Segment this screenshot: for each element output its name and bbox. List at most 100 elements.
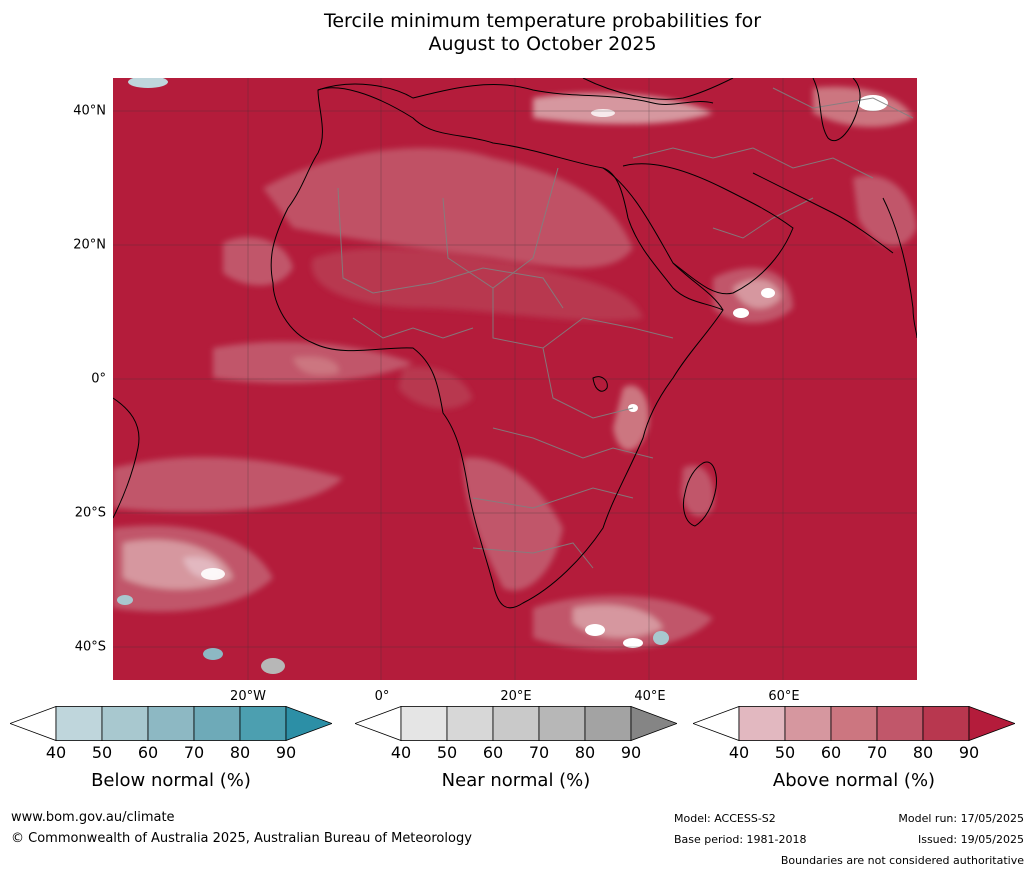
colorbar-swatch — [922, 706, 970, 741]
white-patch-indian-ocean-b — [623, 638, 643, 648]
colorbar-graphic — [355, 706, 677, 742]
website-text: www.bom.gov.au/climate — [11, 810, 175, 825]
colorbar-under-triangle — [10, 706, 57, 742]
lon-label: 20°W — [230, 689, 266, 704]
colorbar-label: Below normal (%) — [91, 770, 251, 791]
colorbar-tick-label: 40 — [728, 743, 750, 762]
issued-text: Issued: 19/05/2025 — [917, 833, 1024, 846]
white-patch-somalia — [733, 308, 749, 318]
colorbar-under-triangle — [693, 706, 740, 742]
colorbar-tick-label: 80 — [574, 743, 596, 762]
colorbar-tick-label: 90 — [275, 743, 297, 762]
title-line-1: Tercile minimum temperature probabilitie… — [323, 10, 762, 32]
field-patch-atlantic-tropical-light — [293, 356, 339, 375]
colorbar-label: Near normal (%) — [441, 770, 591, 791]
white-patch-arabian-sea — [761, 288, 775, 298]
probability-map — [113, 78, 917, 680]
colorbar-graphic — [693, 706, 1015, 742]
colorbar-below-normal: 40 50 60 70 80 90 Below normal (%) — [10, 706, 332, 796]
lat-label: 0° — [91, 371, 106, 387]
white-patch-indian-ocean-a — [585, 624, 605, 636]
colorbar-tick-label: 70 — [866, 743, 888, 762]
blue-patch-south-atlantic — [203, 648, 223, 660]
coast-persian-gulf — [752, 172, 894, 254]
colorbar-swatch — [147, 706, 195, 741]
colorbar-over-triangle — [968, 706, 1015, 742]
colorbar-swatch — [784, 706, 832, 741]
lat-label: 20°S — [74, 505, 106, 521]
colorbar-tick-label: 50 — [91, 743, 113, 762]
lat-label: 20°N — [73, 237, 106, 253]
field-patch-southern-africa — [463, 457, 563, 591]
disclaimer-text: Boundaries are not considered authoritat… — [780, 854, 1024, 867]
colorbar-near-normal: 40 50 60 70 80 90 Near normal (%) — [355, 706, 677, 796]
coast-south-america — [113, 397, 140, 519]
colorbar-tick-label: 50 — [436, 743, 458, 762]
colorbar-tick-label: 70 — [528, 743, 550, 762]
model-text: Model: ACCESS-S2 — [674, 812, 776, 825]
lon-label: 0° — [374, 689, 390, 704]
field-patch-north-africa — [263, 148, 633, 268]
colorbar-tick-label: 80 — [912, 743, 934, 762]
colorbar-swatch — [492, 706, 540, 741]
colorbar-swatch — [584, 706, 632, 741]
field-patch-gulf-guinea — [398, 366, 473, 409]
graticule — [113, 78, 917, 680]
colorbar-tick-label: 60 — [482, 743, 504, 762]
field-patch-india — [853, 175, 917, 247]
colorbar-swatch — [738, 706, 786, 741]
lon-label: 20°E — [500, 689, 532, 704]
colorbar-tick-label: 90 — [958, 743, 980, 762]
lon-label: 60°E — [768, 689, 800, 704]
highlight-patches — [117, 78, 888, 674]
colorbar-swatch — [538, 706, 586, 741]
lat-label: 40°S — [74, 639, 106, 655]
field-patch-atlantic-north — [223, 237, 293, 286]
base-period-text: Base period: 1981-2018 — [674, 833, 807, 846]
gray-patch-south-atlantic — [261, 658, 285, 674]
coast-africa-outline — [270, 87, 724, 609]
colorbar-swatch — [239, 706, 287, 741]
field-patch-south-atlantic — [113, 457, 343, 512]
coastlines — [113, 78, 917, 609]
colorbar-under-triangle — [355, 706, 402, 742]
copyright-text: © Commonwealth of Australia 2025, Austra… — [11, 831, 472, 846]
colorbar-swatch — [400, 706, 448, 741]
title-line-2: August to October 2025 — [428, 33, 657, 55]
coast-mediterranean — [317, 83, 714, 105]
colorbar-above-normal: 40 50 60 70 80 90 Above normal (%) — [693, 706, 1015, 796]
colorbar-tick-label: 90 — [620, 743, 642, 762]
coast-madagascar — [682, 461, 717, 527]
coast-black-sea — [582, 78, 734, 100]
blue-patch-southwest — [117, 595, 133, 605]
field-patch-madagascar — [681, 465, 714, 517]
field-patch-sahara — [311, 248, 643, 321]
colorbar-swatch — [876, 706, 924, 741]
colorbar-tick-label: 60 — [137, 743, 159, 762]
colorbar-swatch — [446, 706, 494, 741]
colorbar-graphic — [10, 706, 332, 742]
colorbar-swatch — [830, 706, 878, 741]
field-patch-mediterranean — [533, 93, 713, 125]
colorbar-tick-label: 50 — [774, 743, 796, 762]
country-borders — [337, 87, 914, 569]
coast-red-sea — [602, 167, 724, 311]
white-patch-mediterranean — [591, 109, 615, 117]
lat-label: 40°N — [73, 103, 106, 119]
coast-india-west — [882, 197, 917, 339]
white-patch-south-atlantic — [201, 568, 225, 580]
colorbar-label: Above normal (%) — [772, 770, 936, 791]
colorbar-over-triangle — [285, 706, 332, 742]
model-run-text: Model run: 17/05/2025 — [898, 812, 1024, 825]
map-canvas — [113, 78, 917, 680]
lon-label: 40°E — [634, 689, 666, 704]
blue-patch-indian-ocean — [653, 631, 669, 645]
field-patch-east-africa — [613, 385, 649, 451]
colorbar-swatch — [55, 706, 103, 741]
colorbar-over-triangle — [630, 706, 677, 742]
colorbar-tick-label: 80 — [229, 743, 251, 762]
colorbar-swatch — [193, 706, 241, 741]
coast-caspian — [812, 78, 861, 141]
colorbar-tick-label: 40 — [390, 743, 412, 762]
colorbar-tick-label: 60 — [820, 743, 842, 762]
